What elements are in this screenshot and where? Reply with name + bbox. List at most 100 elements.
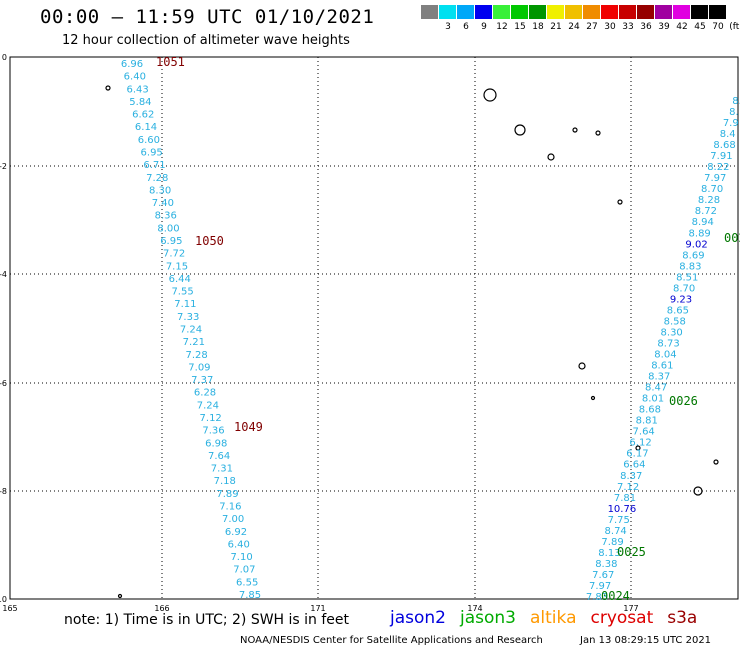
wave-height-value: 7.81 (614, 493, 636, 504)
legend-label: 27 (586, 22, 598, 32)
legend-swatch (565, 5, 583, 19)
pass-time-label: 1051 (156, 55, 185, 69)
wave-height-value: 7.75 (608, 515, 630, 526)
wave-height-value: 7.31 (211, 464, 233, 475)
wave-height-value: 6.95 (160, 236, 182, 247)
wave-height-value: 6.64 (623, 460, 645, 471)
wave-height-value: 6.40 (124, 72, 146, 83)
wave-height-value: 7.97 (589, 581, 611, 592)
wave-height-value: 7.11 (174, 299, 196, 310)
legend-item: 45 (691, 5, 709, 32)
island-shape (578, 362, 586, 370)
credit-text: NOAA/NESDIS Center for Satellite Applica… (240, 635, 543, 646)
lat-tick-label: -4 (0, 270, 7, 279)
wave-height-value: 7.89 (601, 537, 623, 548)
wave-height-value: 8.00 (157, 223, 179, 234)
island-shape (117, 593, 123, 599)
legend-swatch (655, 5, 673, 19)
wave-height-value: 7.55 (171, 287, 193, 298)
wave-height-value: 6.55 (236, 577, 258, 588)
wave-height-value: 9.23 (670, 294, 692, 305)
legend-label: 39 (658, 22, 670, 32)
legend-swatch (709, 5, 727, 19)
legend-item: 21 (547, 5, 565, 32)
wave-height-value: 8.69 (682, 250, 704, 261)
wave-height-value: 6.17 (626, 449, 648, 460)
wave-height-value: 8.74 (605, 526, 627, 537)
legend-swatch (511, 5, 529, 19)
wave-height-value: 7.37 (191, 375, 213, 386)
wave-height-value: 8.51 (676, 272, 698, 283)
legend-item: 30 (601, 5, 619, 32)
wave-height-value: 7.91 (710, 151, 732, 162)
wave-height-value: 8.61 (651, 361, 673, 372)
wave-height-value: 6.28 (194, 388, 216, 399)
legend-label: 45 (694, 22, 706, 32)
page-subtitle: 12 hour collection of altimeter wave hei… (62, 33, 350, 48)
wave-height-value: 5.84 (129, 97, 151, 108)
satellite-cryosat: cryosat (590, 608, 654, 628)
wave-height-value: 6.96 (121, 59, 143, 70)
legend-swatch (421, 5, 439, 19)
legend-item: 9 (475, 5, 493, 32)
legend-label: 9 (481, 22, 487, 32)
satellite-jason3: jason3 (460, 608, 516, 628)
wave-height-value: 6.40 (228, 539, 250, 550)
wave-height-value: 7.85 (239, 590, 261, 601)
wave-height-value: 6.62 (132, 110, 154, 121)
legend-label: 70 (712, 22, 724, 32)
wave-height-value: 7.72 (163, 249, 185, 260)
wave-height-value: 7.18 (214, 476, 236, 487)
legend-item: 39 (655, 5, 673, 32)
wave-height-value: 7.64 (208, 451, 230, 462)
lat-tick-label: -10 (0, 595, 7, 604)
island-shape (617, 199, 623, 205)
legend-swatch (619, 5, 637, 19)
wave-height-value: 8.83 (679, 261, 701, 272)
lat-tick-label: 0 (2, 53, 7, 62)
wave-height-value: 7.28 (146, 173, 168, 184)
legend-swatch (673, 5, 691, 19)
wave-height-value: 7.83 (586, 592, 608, 603)
pass-time-label: 0025 (617, 545, 646, 559)
legend-item: 33 (619, 5, 637, 32)
legend-item: 6 (457, 5, 475, 32)
wave-height-value: 8.30 (661, 327, 683, 338)
footnote: note: 1) Time is in UTC; 2) SWH is in fe… (64, 612, 350, 628)
satellite-jason2: jason2 (390, 608, 446, 628)
wave-height-value: 6.44 (169, 274, 191, 285)
pass-time-label: 0027 (724, 231, 740, 245)
legend-item: 42 (673, 5, 691, 32)
island-shape (105, 85, 111, 91)
generated-timestamp: Jan 13 08:29:15 UTC 2021 (580, 635, 712, 646)
legend-swatch (529, 5, 547, 19)
lat-tick-label: -8 (0, 487, 7, 496)
wave-height-value: 8.72 (695, 206, 717, 217)
wave-height-value: 8.38 (595, 559, 617, 570)
wave-height-value: 7.07 (233, 565, 255, 576)
legend-item: 18 (529, 5, 547, 32)
legend-label: 6 (463, 22, 469, 32)
wave-height-value: 8. (729, 107, 739, 118)
island-shape (693, 486, 703, 496)
legend-unit-label: (ft) (729, 22, 740, 32)
pass-time-label: 1050 (195, 234, 224, 248)
wave-height-value: 6.92 (225, 527, 247, 538)
legend-label: 18 (532, 22, 544, 32)
island-shape (713, 459, 719, 465)
wave-height-value: 7.28 (185, 350, 207, 361)
wave-height-value: 7.40 (152, 198, 174, 209)
legend-item: 15 (511, 5, 529, 32)
island-shape (635, 445, 641, 451)
wave-height-value: 7.09 (188, 362, 210, 373)
wave-height-value: 7.24 (197, 400, 219, 411)
wave-height-value: 8.01 (642, 394, 664, 405)
wave-height-value: 8.58 (664, 316, 686, 327)
wave-height-value: 6.60 (138, 135, 160, 146)
lat-tick-label: -6 (0, 379, 7, 388)
pass-time-label: 1049 (234, 420, 263, 434)
wave-height-value: 8.37 (620, 471, 642, 482)
legend-label: 36 (640, 22, 652, 32)
legend-swatch (439, 5, 457, 19)
